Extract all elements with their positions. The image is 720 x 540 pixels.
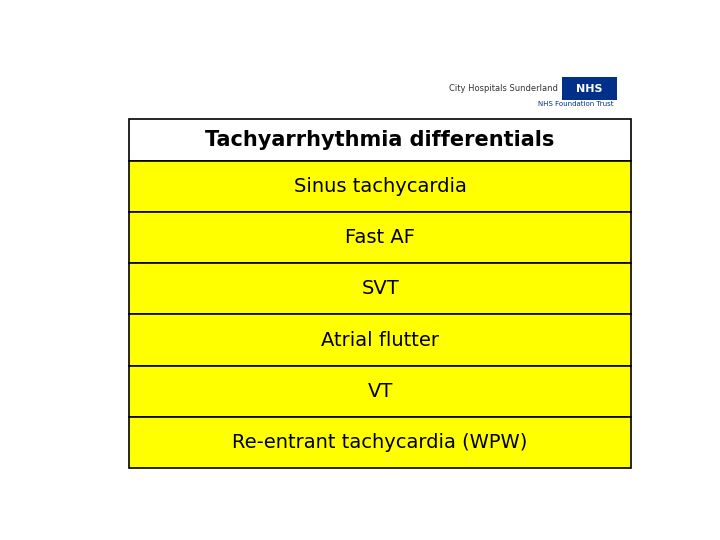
Text: Sinus tachycardia: Sinus tachycardia (294, 177, 467, 196)
FancyBboxPatch shape (129, 366, 631, 417)
FancyBboxPatch shape (562, 77, 617, 100)
Text: SVT: SVT (361, 279, 399, 298)
FancyBboxPatch shape (129, 417, 631, 468)
Text: Atrial flutter: Atrial flutter (321, 330, 439, 349)
FancyBboxPatch shape (129, 263, 631, 314)
Text: Tachyarrhythmia differentials: Tachyarrhythmia differentials (205, 130, 555, 150)
Text: NHS Foundation Trust: NHS Foundation Trust (538, 102, 613, 107)
Text: NHS: NHS (576, 84, 603, 94)
FancyBboxPatch shape (129, 212, 631, 263)
Text: VT: VT (367, 382, 393, 401)
FancyBboxPatch shape (129, 314, 631, 366)
FancyBboxPatch shape (129, 161, 631, 212)
Text: Fast AF: Fast AF (345, 228, 415, 247)
Text: City Hospitals Sunderland: City Hospitals Sunderland (449, 84, 557, 92)
FancyBboxPatch shape (129, 119, 631, 161)
Text: Re-entrant tachycardia (WPW): Re-entrant tachycardia (WPW) (233, 433, 528, 452)
